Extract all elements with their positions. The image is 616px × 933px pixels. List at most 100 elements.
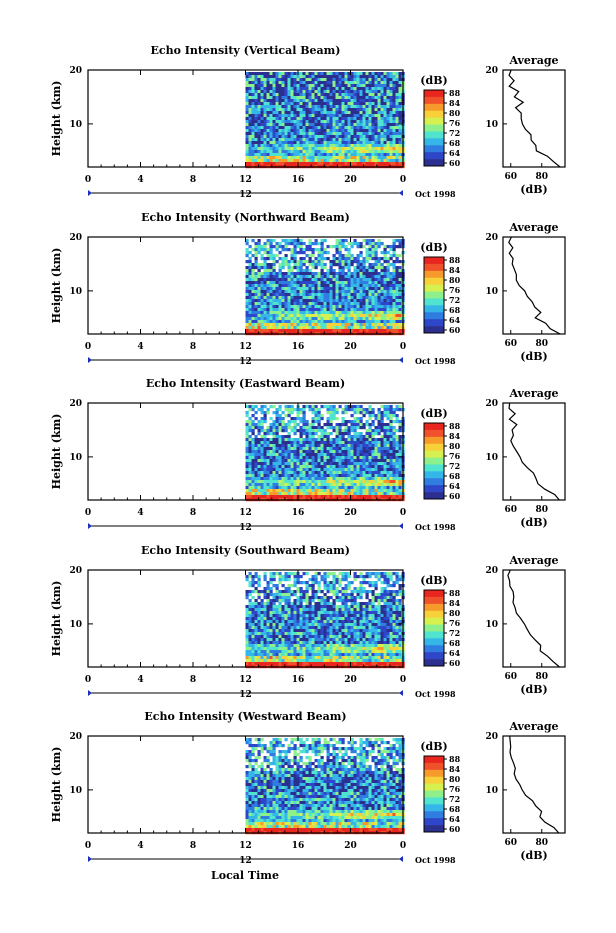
x-tick-label: 0 xyxy=(400,675,406,685)
colorbar xyxy=(424,257,444,333)
x-tick-label: 12 xyxy=(239,675,252,685)
day-span-left-arrow xyxy=(88,690,92,696)
colorbar-segment xyxy=(424,138,444,145)
day-span-right-arrow xyxy=(399,856,403,862)
x-tick-label: 4 xyxy=(137,342,143,352)
colorbar-segment xyxy=(424,451,444,458)
colorbar xyxy=(424,756,444,832)
average-profile-line xyxy=(509,403,559,500)
heatmap-cells xyxy=(246,572,405,668)
x-tick-label: 0 xyxy=(85,508,91,518)
colorbar-segment xyxy=(424,97,444,104)
average-y-tick-label: 20 xyxy=(485,233,498,243)
colorbar-segment xyxy=(424,485,444,492)
colorbar-segment xyxy=(424,763,444,770)
x-tick-label: 0 xyxy=(85,175,91,185)
colorbar-tick-label: 68 xyxy=(449,804,461,814)
height-axis-label: Height (km) xyxy=(50,414,63,490)
x-tick-label: 0 xyxy=(85,841,91,851)
colorbar-tick-label: 68 xyxy=(449,471,461,481)
colorbar-tick-label: 68 xyxy=(449,638,461,648)
colorbar-segment xyxy=(424,319,444,326)
colorbar-tick-label: 64 xyxy=(449,648,461,658)
colorbar-segment xyxy=(424,464,444,471)
average-frame xyxy=(503,736,565,833)
colorbar-segment xyxy=(424,659,444,666)
colorbar-segment xyxy=(424,437,444,444)
x-tick-label: 12 xyxy=(239,175,252,185)
average-title: Average xyxy=(508,554,558,567)
colorbar-segment xyxy=(424,756,444,763)
x-tick-label: 12 xyxy=(239,508,252,518)
average-profile-line xyxy=(510,736,559,833)
colorbar-segment xyxy=(424,104,444,111)
x-tick-label: 0 xyxy=(85,342,91,352)
average-x-tick-label: 60 xyxy=(504,505,517,515)
colorbar-unit-label: (dB) xyxy=(420,241,447,254)
x-tick-label: 4 xyxy=(137,508,143,518)
colorbar-segment xyxy=(424,777,444,784)
average-frame xyxy=(503,570,565,667)
y-tick-label: 10 xyxy=(69,287,82,297)
colorbar-segment xyxy=(424,804,444,811)
colorbar-tick-label: 80 xyxy=(449,774,461,784)
average-x-axis-label: (dB) xyxy=(520,516,547,529)
colorbar-segment xyxy=(424,444,444,451)
average-y-tick-label: 10 xyxy=(485,620,498,630)
colorbar-tick-label: 72 xyxy=(449,628,460,638)
colorbar-tick-label: 60 xyxy=(449,824,461,834)
colorbar-segment xyxy=(424,631,444,638)
colorbar-segment xyxy=(424,292,444,299)
x-tick-label: 8 xyxy=(190,675,196,685)
y-tick-label: 20 xyxy=(69,233,82,243)
colorbar-segment xyxy=(424,458,444,465)
panel-title: Echo Intensity (Westward Beam) xyxy=(144,710,346,723)
colorbar-tick-label: 80 xyxy=(449,608,461,618)
colorbar-segment xyxy=(424,159,444,166)
colorbar-segment xyxy=(424,285,444,292)
x-tick-label: 16 xyxy=(292,508,305,518)
average-y-tick-label: 10 xyxy=(485,287,498,297)
average-x-tick-label: 80 xyxy=(535,172,548,182)
average-frame xyxy=(503,403,565,500)
colorbar-tick-label: 84 xyxy=(449,431,461,441)
y-tick-label: 10 xyxy=(69,453,82,463)
average-y-tick-label: 10 xyxy=(485,786,498,796)
heatmap-cells xyxy=(246,72,405,168)
colorbar-tick-label: 68 xyxy=(449,305,461,315)
colorbar-tick-label: 72 xyxy=(449,794,460,804)
average-title: Average xyxy=(508,221,558,234)
x-tick-label: 8 xyxy=(190,508,196,518)
heatmap-cells xyxy=(246,738,405,834)
colorbar-segment xyxy=(424,271,444,278)
height-axis-label: Height (km) xyxy=(50,581,63,657)
date-label: Oct 1998 xyxy=(415,855,456,865)
x-tick-label: 8 xyxy=(190,175,196,185)
colorbar-segment xyxy=(424,145,444,152)
average-frame xyxy=(503,237,565,334)
colorbar-segment xyxy=(424,90,444,97)
colorbar-unit-label: (dB) xyxy=(420,74,447,87)
x-tick-label: 20 xyxy=(344,508,357,518)
average-x-tick-label: 80 xyxy=(535,505,548,515)
colorbar-tick-label: 64 xyxy=(449,481,461,491)
x-tick-label: 16 xyxy=(292,175,305,185)
average-x-tick-label: 60 xyxy=(504,339,517,349)
colorbar-tick-label: 64 xyxy=(449,814,461,824)
y-tick-label: 10 xyxy=(69,620,82,630)
day-span-right-arrow xyxy=(399,523,403,529)
colorbar-segment xyxy=(424,811,444,818)
average-x-tick-label: 60 xyxy=(504,838,517,848)
colorbar-segment xyxy=(424,791,444,798)
colorbar-segment xyxy=(424,618,444,625)
day-span-left-arrow xyxy=(88,523,92,529)
day-span-left-arrow xyxy=(88,357,92,363)
average-x-axis-label: (dB) xyxy=(520,183,547,196)
day-span-left-arrow xyxy=(88,190,92,196)
x-tick-label: 20 xyxy=(344,675,357,685)
colorbar xyxy=(424,90,444,166)
day-marker-label: 12 xyxy=(239,190,252,200)
day-marker-label: 12 xyxy=(239,690,252,700)
